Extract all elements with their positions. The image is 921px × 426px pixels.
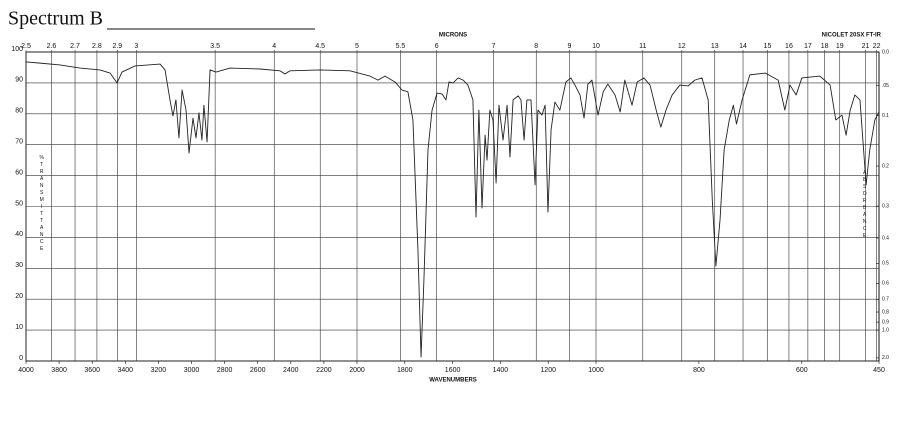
x2-tick-label: 10: [592, 43, 600, 50]
y2-tick-label: 0.6: [882, 281, 889, 287]
x2-tick-label: 19: [836, 43, 844, 50]
y-tick-label: 70: [15, 139, 23, 146]
x2-tick-label: 8: [534, 43, 538, 50]
x2-tick-label: 4: [272, 43, 276, 50]
x-tick-label: 2800: [217, 367, 233, 374]
x2-tick-label: 5: [355, 43, 359, 50]
y2-tick-label: 2.0: [882, 355, 889, 361]
x2-tick-label: 13: [711, 43, 719, 50]
x2-tick-label: 2.9: [112, 43, 122, 50]
y-tick-label: 60: [15, 169, 23, 176]
x2-tick-label: 2.8: [92, 43, 102, 50]
x-tick-label: 3400: [118, 367, 134, 374]
y2-tick-label: .05: [882, 83, 889, 89]
y-tick-label: 20: [15, 293, 23, 300]
x2-tick-label: 21: [862, 43, 870, 50]
x2-tick-label: 7: [492, 43, 496, 50]
y2-tick-label: 0.0: [882, 49, 889, 55]
y2-tick-label: 0.3: [882, 203, 889, 209]
x2-tick-label: 12: [678, 43, 686, 50]
x-tick-label: 1600: [445, 367, 461, 374]
x2-tick-label: 2.6: [47, 43, 57, 50]
y-tick-label: 30: [15, 262, 23, 269]
chart-title: Spectrum B: [8, 8, 103, 30]
y2-tick-label: 0.7: [882, 297, 889, 303]
y-tick-label: 40: [15, 231, 23, 238]
x2-tick-label: 5.5: [396, 43, 406, 50]
x-tick-label: 600: [796, 367, 808, 374]
y2-tick-label: 0.9: [882, 319, 889, 325]
x-tick-label: 4000: [18, 367, 34, 374]
x-tick-label: 1000: [588, 367, 604, 374]
y2-label: ABSORBANCE: [862, 170, 868, 240]
x2-tick-label: 9: [567, 43, 571, 50]
y2-tick-label: 1.0: [882, 327, 889, 333]
x2-tick-label: 3: [134, 43, 138, 50]
x-tick-label: 800: [693, 367, 705, 374]
y-tick-label: 80: [15, 108, 23, 115]
x2-tick-label: 16: [785, 43, 793, 50]
x2-tick-label: 2.5: [21, 43, 31, 50]
x-tick-label: 2000: [349, 367, 365, 374]
y-tick-label: 50: [15, 200, 23, 207]
x2-tick-label: 22: [873, 43, 881, 50]
x-tick-label: 2400: [283, 367, 299, 374]
x2-tick-label: 4.5: [315, 43, 325, 50]
x-tick-label: 2600: [250, 367, 266, 374]
x-tick-label: 3000: [184, 367, 200, 374]
x2-tick-label: 15: [764, 43, 772, 50]
x-tick-label: 3200: [151, 367, 167, 374]
y2-tick-label: 0.5: [882, 261, 889, 267]
y-tick-label: 100: [11, 46, 23, 53]
y-label: %TRANSMITTANCE: [39, 155, 45, 253]
x2-tick-label: 6: [435, 43, 439, 50]
y2-tick-label: 0.2: [882, 163, 889, 169]
y2-tick-label: 0.4: [882, 235, 889, 241]
y-tick-label: 0: [19, 355, 23, 362]
annotation: NICOLET 20SX FT-IR: [822, 33, 882, 39]
x2-tick-label: 14: [739, 43, 747, 50]
x-tick-label: 450: [873, 367, 885, 374]
x2-tick-label: 17: [804, 43, 812, 50]
x-tick-label: 1200: [540, 367, 556, 374]
x-tick-label: 3600: [84, 367, 100, 374]
spectrum-line: [25, 61, 880, 358]
x-tick-label: 3800: [51, 367, 67, 374]
y-tick-label: 10: [15, 324, 23, 331]
y2-tick-label: 0.1: [882, 113, 889, 119]
x2-tick-label: 18: [821, 43, 829, 50]
y-tick-label: 90: [15, 77, 23, 84]
x-label: WAVENUMBERS: [429, 378, 477, 384]
x-tick-label: 2200: [316, 367, 332, 374]
x2-tick-label: 2.7: [70, 43, 80, 50]
x2-label: MICRONS: [439, 33, 467, 39]
x2-tick-label: 11: [639, 43, 646, 50]
y2-tick-label: 0.8: [882, 309, 889, 315]
x-tick-label: 1800: [397, 367, 413, 374]
x2-tick-label: 3.5: [210, 43, 220, 50]
x-tick-label: 1400: [493, 367, 509, 374]
